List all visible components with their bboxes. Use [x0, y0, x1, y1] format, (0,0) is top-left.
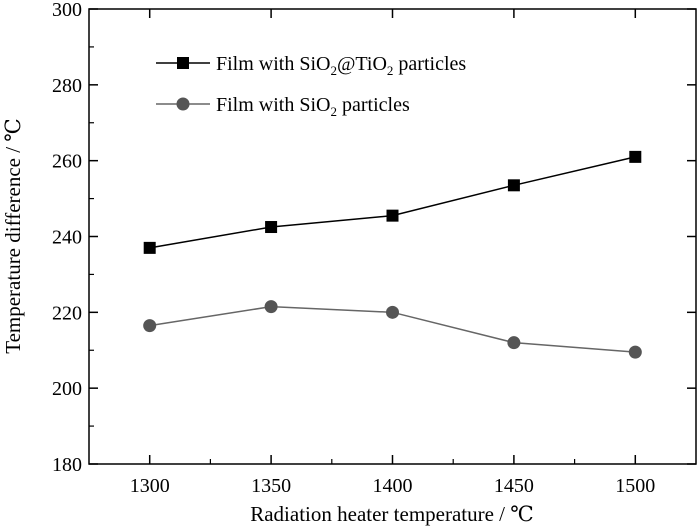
legend-item-sio2: Film with SiO2 particles: [156, 94, 410, 119]
legend-label-part: Film with SiO: [216, 53, 330, 75]
legend-label-subscript: 2: [387, 63, 394, 78]
data-point-circle: [386, 305, 399, 319]
y-axis-title: Temperature difference / ℃: [1, 118, 25, 354]
series-line-0: [149, 156, 636, 249]
x-tick-label: 1350: [251, 475, 291, 497]
legend-label-sio2-tio2: Film with SiO2@TiO2 particles: [216, 53, 466, 78]
legend-label-subscript: 2: [330, 104, 337, 119]
y-tick-label: 280: [52, 75, 82, 97]
legend-label-part: particles: [337, 94, 410, 116]
legend-label-subscript: 2: [330, 63, 337, 78]
series-layer: [143, 150, 642, 359]
y-tick-label: 200: [52, 378, 82, 400]
x-tick-label: 1400: [373, 475, 413, 497]
data-point-circle: [143, 319, 157, 333]
legend-item-sio2-tio2: Film with SiO2@TiO2 particles: [156, 53, 466, 78]
legend-marker-square: [177, 57, 189, 69]
data-point-circle: [264, 300, 278, 314]
x-tick-label: 1450: [494, 475, 534, 497]
y-tick-label: 260: [52, 151, 82, 173]
data-point-square: [265, 221, 278, 234]
legend-label-sio2: Film with SiO2 particles: [216, 94, 410, 119]
data-point-circle: [628, 345, 642, 359]
data-point-circle: [507, 336, 521, 350]
x-axis: 1300 1350 1400 1450 1500: [130, 9, 655, 497]
legend-label-part: @TiO: [337, 53, 387, 75]
data-point-square: [386, 209, 399, 222]
data-point-square: [629, 150, 642, 163]
y-axis: 180 200 220 240 260 280 300: [52, 0, 696, 476]
x-tick-label: 1500: [615, 475, 655, 497]
x-tick-label: 1300: [130, 475, 170, 497]
y-tick-label: 180: [52, 454, 82, 476]
data-point-square: [507, 179, 520, 192]
legend-label-part: particles: [393, 53, 466, 75]
legend: Film with SiO2@TiO2 particles Film with …: [156, 53, 466, 119]
y-tick-label: 220: [52, 302, 82, 324]
y-tick-label: 300: [52, 0, 82, 21]
x-axis-title: Radiation heater temperature / ℃: [250, 502, 534, 526]
data-point-square: [143, 241, 156, 254]
y-tick-label: 240: [52, 227, 82, 249]
legend-label-part: Film with SiO: [216, 94, 330, 116]
legend-marker-circle: [176, 97, 190, 111]
